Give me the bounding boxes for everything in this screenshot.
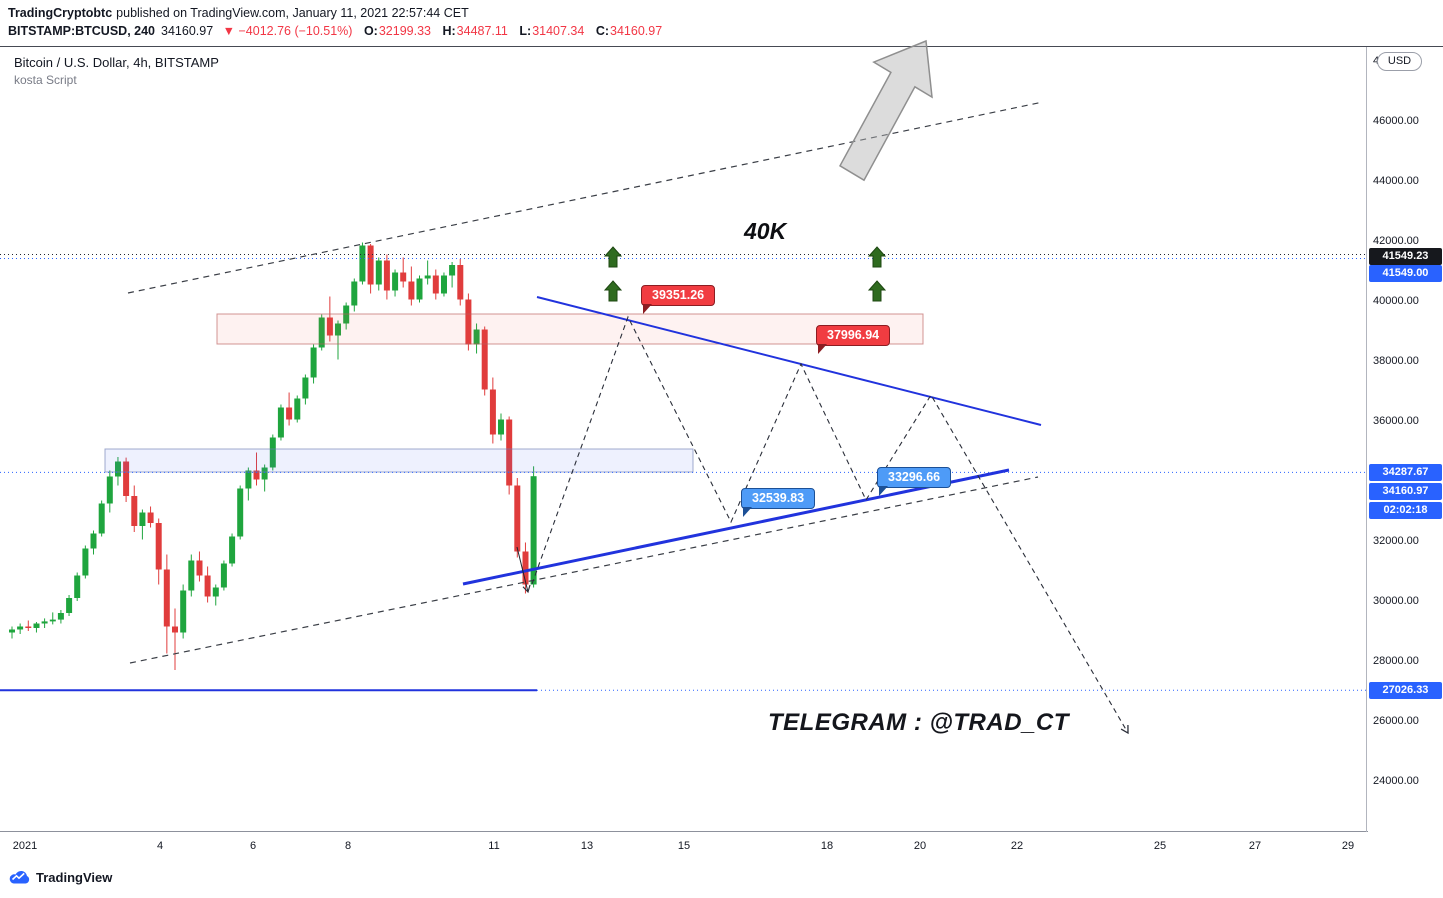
price-axis-label: 46000.00 — [1373, 115, 1419, 127]
price-axis-badge: 41549.00 — [1369, 265, 1442, 282]
time-axis-label: 11 — [488, 840, 500, 852]
time-axis-label: 18 — [820, 840, 834, 852]
green-up-arrow-icon — [867, 280, 887, 302]
last-price: 34160.97 — [161, 24, 214, 38]
price-callout[interactable]: 33296.66 — [877, 467, 952, 496]
price-axis-label: 26000.00 — [1373, 715, 1419, 727]
telegram-text-drawing[interactable]: TELEGRAM : @TRAD_CT — [768, 709, 1069, 736]
chart-plot-area[interactable]: Bitcoin / U.S. Dollar, 4h, BITSTAMP kost… — [0, 39, 1367, 832]
ticker-status-line: BITSTAMP:BTCUSD, 240 34160.97 ▼ −4012.76 … — [8, 24, 1443, 38]
green-up-arrow-icon — [603, 246, 623, 268]
time-axis-label: 27 — [1248, 840, 1262, 852]
time-scale[interactable]: 2021 4 6 8 11 13 15 18 20 22 25 27 29 — [0, 833, 1443, 863]
chart-symbol-title: Bitcoin / U.S. Dollar, 4h, BITSTAMP — [14, 55, 219, 70]
publication-header: TradingCryptobtc published on TradingView… — [0, 0, 1443, 46]
ohlc-open: O:32199.33 — [363, 24, 431, 38]
chart-script-name: kosta Script — [14, 73, 77, 87]
price-change: ▼ −4012.76 (−10.51%) — [222, 24, 353, 38]
price-axis-label: 30000.00 — [1373, 595, 1419, 607]
symbol-interval: BITSTAMP:BTCUSD, 240 — [8, 24, 156, 38]
price-callout[interactable]: 39351.26 — [641, 285, 716, 314]
time-axis-label: 4 — [156, 840, 164, 852]
big-gray-arrow-drawing — [838, 39, 933, 182]
tradingview-wordmark: TradingView — [36, 869, 113, 885]
price-axis-label: 36000.00 — [1373, 415, 1419, 427]
price-axis-label: 38000.00 — [1373, 355, 1419, 367]
ohlc-high: H:34487.11 — [442, 24, 508, 38]
green-up-arrow-icon — [867, 246, 887, 268]
time-axis-label: 20 — [913, 840, 927, 852]
price-axis-badge: 02:02:18 — [1369, 502, 1442, 519]
ohlc-close: C:34160.97 — [595, 24, 663, 38]
tradingview-branding[interactable]: TradingView — [8, 869, 112, 885]
price-axis-label: 42000.00 — [1373, 235, 1419, 247]
time-axis-label: 29 — [1341, 840, 1355, 852]
price-axis-label: 28000.00 — [1373, 655, 1419, 667]
price-axis-badge: 34287.67 — [1369, 464, 1442, 481]
price-axis-label: 24000.00 — [1373, 775, 1419, 787]
currency-toggle-button[interactable]: USD — [1377, 52, 1422, 71]
ohlc-low: L:31407.34 — [519, 24, 585, 38]
chart-region: Bitcoin / U.S. Dollar, 4h, BITSTAMP kost… — [0, 39, 1443, 832]
price-callout[interactable]: 32539.83 — [741, 488, 816, 517]
time-axis-label: 8 — [344, 840, 352, 852]
time-axis-label: 13 — [580, 840, 594, 852]
publication-line: TradingCryptobtc published on TradingView… — [8, 6, 1443, 20]
target-40k-text-drawing[interactable]: 40K — [744, 218, 787, 244]
price-axis-badge: 27026.33 — [1369, 682, 1442, 699]
time-axis-label: 15 — [677, 840, 691, 852]
tradingview-logo-icon — [9, 870, 30, 884]
green-up-arrow-icon — [603, 280, 623, 302]
time-axis-label: 6 — [249, 840, 257, 852]
price-axis-label: 44000.00 — [1373, 175, 1419, 187]
author-name[interactable]: TradingCryptobtc — [8, 6, 113, 20]
price-axis-label: 40000.00 — [1373, 295, 1419, 307]
time-axis-label: 25 — [1153, 840, 1167, 852]
time-axis-label: 22 — [1010, 840, 1024, 852]
time-axis-label: 2021 — [12, 840, 38, 852]
price-chart-canvas[interactable] — [0, 39, 1367, 832]
price-axis-badge: 34160.97 — [1369, 483, 1442, 500]
publication-meta: published on TradingView.com, January 11… — [116, 6, 469, 20]
price-axis-label: 32000.00 — [1373, 535, 1419, 547]
price-axis-badge: 41549.23 — [1369, 248, 1442, 265]
price-scale[interactable]: USD 48000.0046000.0044000.0042000.004000… — [1368, 47, 1443, 832]
price-callout[interactable]: 37996.94 — [816, 325, 891, 354]
